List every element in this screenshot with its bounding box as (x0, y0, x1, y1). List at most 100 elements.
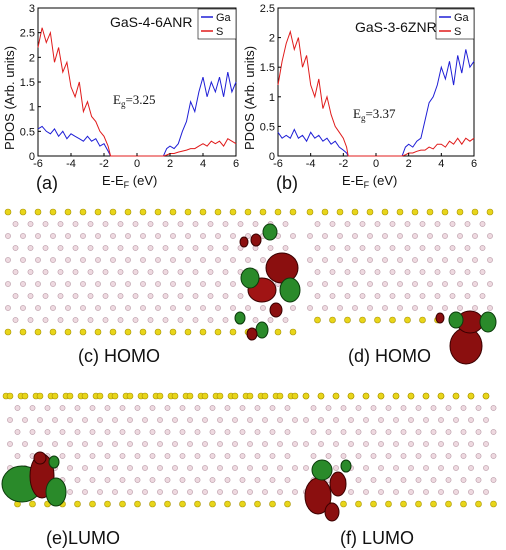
gallium-atom (245, 305, 251, 311)
gallium-atom (74, 477, 81, 483)
x-tick-label: 0 (373, 158, 379, 170)
gallium-atom (430, 453, 437, 459)
gallium-atom (134, 429, 141, 435)
gallium-atom (102, 293, 109, 299)
sulfur-atom (377, 392, 385, 400)
gallium-atom (307, 281, 313, 287)
gallium-atom (374, 293, 381, 299)
gallium-atom (303, 417, 309, 423)
gallium-atom (89, 477, 96, 483)
sulfur-atom (199, 208, 207, 216)
gallium-atom (367, 305, 373, 311)
gallium-atom (352, 233, 358, 239)
gallium-atom (202, 489, 208, 495)
molecule-d-orbital-lobes (435, 310, 497, 365)
gallium-atom (460, 453, 467, 459)
gallium-atom (464, 293, 471, 299)
molecule-panel-e: (e)LUMO (1, 392, 490, 548)
gallium-atom (389, 293, 396, 299)
gallium-atom (202, 417, 208, 423)
gallium-atom (224, 429, 231, 435)
gallium-atom (164, 405, 171, 411)
orbital-lobe (240, 267, 260, 289)
gallium-atom (117, 245, 124, 251)
gallium-atom (125, 233, 131, 239)
gallium-atom (117, 293, 124, 299)
gallium-atom (44, 429, 51, 435)
gallium-atom (277, 441, 283, 447)
gallium-atom (333, 465, 339, 471)
orbital-lobe (448, 311, 464, 329)
sulfur-atom (184, 328, 192, 336)
sulfur-atom (231, 392, 239, 400)
chart-b-xlabel-main: E-E (342, 173, 364, 188)
sulfur-atom (169, 208, 177, 216)
gallium-atom (207, 269, 214, 275)
gallium-atom (149, 429, 156, 435)
gallium-atom (155, 281, 161, 287)
gallium-atom (132, 317, 139, 323)
sulfur-atom (124, 208, 132, 216)
gallium-atom (415, 429, 422, 435)
gallium-atom (179, 429, 186, 435)
gallium-atom (42, 245, 49, 251)
gallium-atom (72, 221, 79, 227)
gallium-atom (7, 441, 13, 447)
gallium-atom (95, 257, 101, 263)
gallium-atom (20, 281, 26, 287)
gallium-atom (185, 233, 191, 239)
gallium-atom (82, 417, 88, 423)
gallium-atom (209, 477, 216, 483)
gallium-atom (468, 441, 474, 447)
gallium-atom (427, 257, 433, 263)
orbital-lobe (311, 459, 333, 481)
gallium-atom (277, 417, 283, 423)
gallium-atom (460, 477, 467, 483)
y-tick-label: 0.5 (20, 126, 35, 138)
sulfur-atom (471, 208, 479, 216)
gallium-atom (382, 305, 388, 311)
gallium-atom (207, 221, 214, 227)
gallium-atom (442, 233, 448, 239)
gallium-atom (170, 281, 176, 287)
gallium-atom (292, 417, 298, 423)
gallium-atom (483, 417, 489, 423)
gallium-atom (239, 453, 246, 459)
gallium-atom (269, 429, 276, 435)
sulfur-atom (94, 328, 102, 336)
gallium-atom (50, 305, 56, 311)
gallium-atom (404, 293, 411, 299)
gallium-atom (310, 405, 317, 411)
gallium-atom (179, 477, 186, 483)
gallium-atom (363, 489, 369, 495)
gallium-atom (172, 441, 178, 447)
gallium-atom (157, 465, 163, 471)
orbital-lobe (435, 312, 445, 324)
gallium-atom (438, 465, 444, 471)
sulfur-atom (79, 208, 87, 216)
gallium-atom (412, 257, 418, 263)
gallium-atom (397, 305, 403, 311)
x-tick-label: 4 (438, 158, 444, 170)
sulfur-atom (407, 392, 415, 400)
gallium-atom (147, 221, 154, 227)
sulfur-atom (411, 208, 419, 216)
sulfur-atom (119, 500, 126, 508)
gallium-atom (217, 441, 223, 447)
gallium-atom (95, 281, 101, 287)
gallium-atom (389, 221, 396, 227)
x-tick-label: -2 (338, 158, 348, 170)
gallium-atom (187, 465, 193, 471)
gallium-atom (284, 477, 291, 483)
gallium-atom (344, 245, 351, 251)
gallium-atom (269, 453, 276, 459)
gallium-atom (434, 245, 441, 251)
gallium-atom (117, 317, 124, 323)
gallium-atom (412, 305, 418, 311)
sulfur-atom (4, 208, 12, 216)
gallium-atom (35, 257, 41, 263)
gallium-atom (490, 429, 497, 435)
gallium-atom (117, 269, 124, 275)
sulfur-atom (126, 392, 134, 400)
gallium-atom (157, 489, 163, 495)
